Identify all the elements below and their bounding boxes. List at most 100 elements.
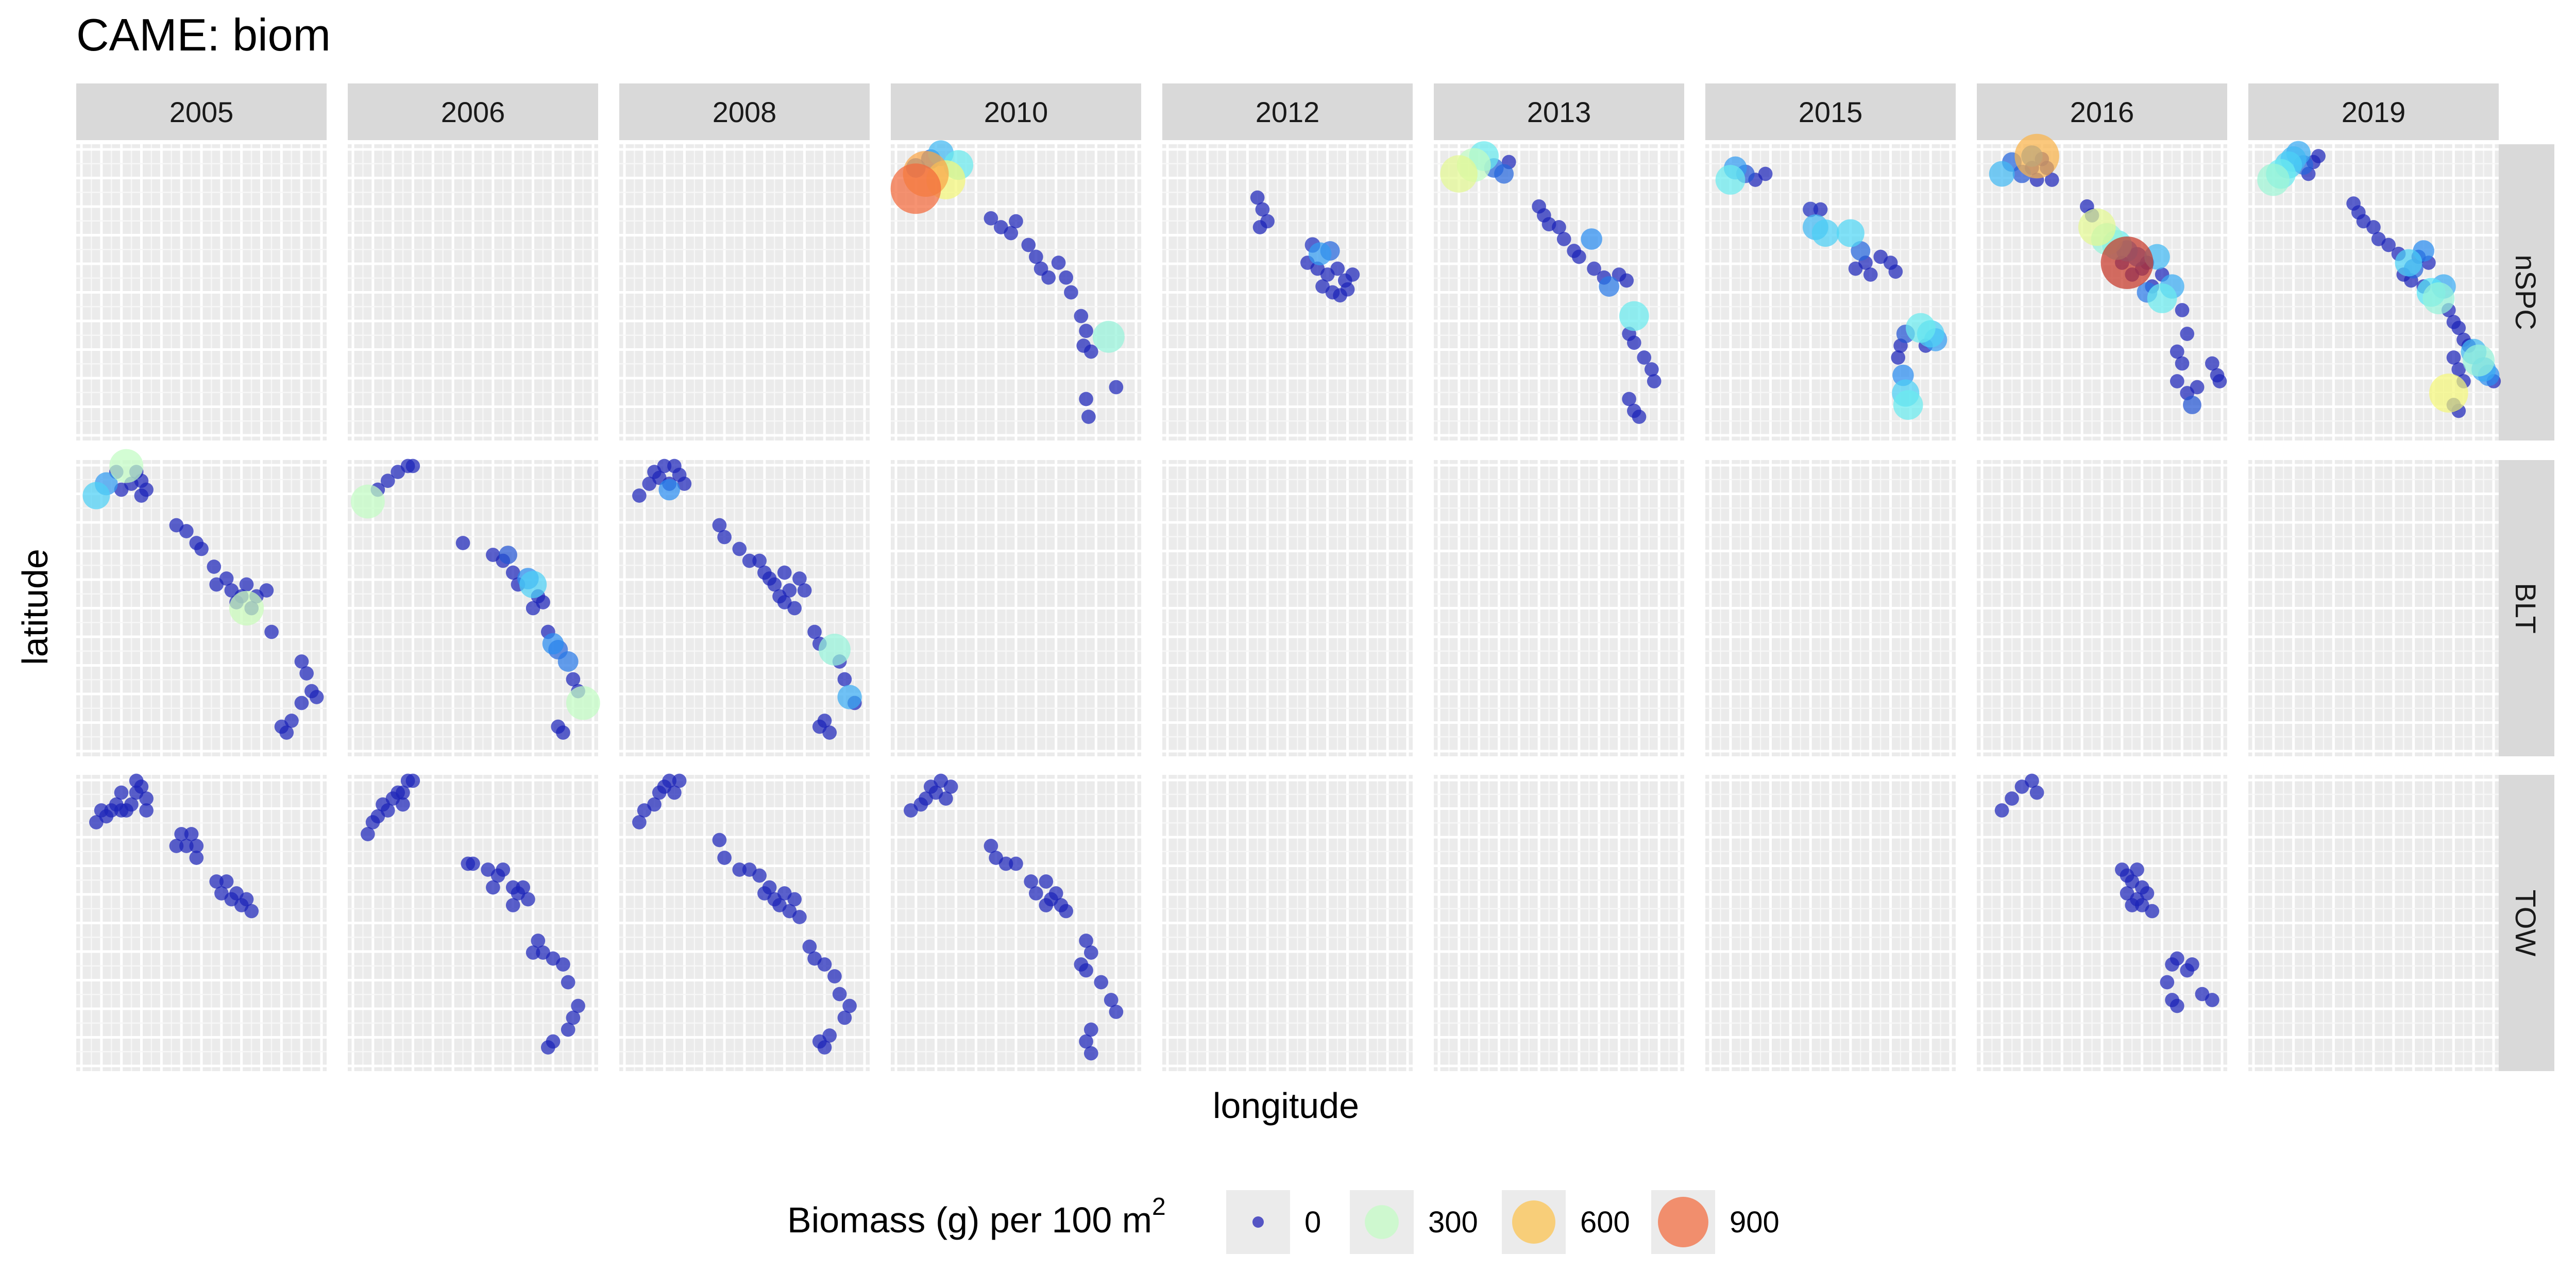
column-strip-label: 2005: [170, 96, 234, 128]
data-point: [797, 583, 812, 598]
data-point: [2183, 396, 2201, 414]
data-point: [1064, 285, 1078, 300]
data-point: [2257, 163, 2290, 196]
data-point: [405, 773, 420, 788]
data-point: [1048, 886, 1063, 901]
data-point: [1083, 1022, 1098, 1037]
data-point: [2180, 327, 2195, 341]
data-point: [2145, 904, 2160, 919]
data-point: [767, 577, 782, 592]
legend-key-swatch: [1252, 1216, 1264, 1228]
data-point: [1059, 270, 1074, 285]
data-point: [556, 725, 570, 740]
data-point: [405, 459, 420, 473]
data-point: [777, 565, 792, 580]
data-point: [557, 651, 579, 672]
data-point: [1811, 219, 1839, 247]
data-point: [82, 482, 110, 510]
data-point: [521, 892, 535, 907]
data-point: [189, 839, 204, 853]
legend-key-swatch: [1365, 1205, 1399, 1239]
data-point: [207, 560, 222, 574]
data-point: [1039, 874, 1054, 889]
data-point: [1891, 350, 1906, 365]
data-point: [1029, 249, 1043, 264]
data-point: [984, 839, 998, 853]
panel-nspc-2006: [348, 144, 598, 440]
data-point: [2212, 374, 2227, 388]
strip-background: [76, 83, 327, 140]
data-point: [807, 624, 822, 639]
data-point: [1039, 898, 1054, 912]
data-point: [189, 851, 204, 865]
legend: Biomass (g) per 100 m2 0 300 600 900: [787, 1190, 1780, 1254]
panel-blt-2015: [1705, 460, 1956, 756]
row-strip-label: BLT: [2510, 583, 2542, 634]
data-point: [712, 833, 727, 848]
data-point: [396, 785, 410, 800]
data-point: [2422, 282, 2455, 314]
data-point: [2311, 149, 2326, 163]
row-strip-blt: BLT: [2498, 460, 2554, 756]
data-point: [294, 654, 309, 669]
data-point: [2366, 220, 2381, 234]
data-point: [516, 880, 531, 895]
data-point: [566, 686, 600, 720]
column-strip-label: 2015: [1799, 96, 1863, 128]
data-point: [1109, 380, 1124, 395]
column-strip-label: 2013: [1527, 96, 1591, 128]
strip-background: [1162, 83, 1413, 140]
data-point: [1079, 934, 1093, 948]
data-point: [239, 892, 254, 907]
data-point: [1079, 324, 1093, 338]
legend-key-swatch: [1512, 1200, 1555, 1244]
data-point: [1572, 249, 1586, 264]
data-point: [571, 998, 585, 1013]
data-point: [219, 874, 234, 889]
data-point: [2205, 356, 2219, 371]
data-point: [2175, 356, 2190, 371]
data-point: [274, 719, 289, 734]
panel-nspc-2010: [890, 140, 1141, 440]
data-point: [1632, 410, 1647, 424]
facet-grid: 2005 2006 2008 2010 2012 2013 2015 2016 2019 nSPC…: [76, 83, 2554, 1071]
data-point: [1340, 282, 1355, 297]
data-point: [350, 484, 385, 519]
data-point: [561, 975, 575, 990]
data-point: [1009, 214, 1023, 229]
data-point: [519, 571, 547, 598]
data-point: [174, 827, 189, 841]
x-axis-title: longitude: [1213, 1086, 1359, 1126]
panel-tow-2008: [619, 773, 870, 1071]
data-point: [1330, 261, 1345, 276]
data-point: [542, 633, 564, 655]
panel-tow-2019: [2248, 775, 2499, 1071]
data-point: [787, 601, 802, 616]
data-point: [1888, 264, 1903, 279]
data-point: [259, 583, 274, 598]
data-point: [732, 541, 747, 556]
data-point: [632, 488, 647, 503]
legend-label: 300: [1428, 1206, 1478, 1239]
legend-label: 600: [1580, 1206, 1630, 1239]
data-point: [2100, 236, 2154, 289]
data-point: [1637, 350, 1652, 365]
panel-tow-2016: [1977, 773, 2227, 1071]
data-point: [1994, 803, 2009, 818]
data-point: [827, 969, 842, 984]
strip-background: [2498, 775, 2554, 1071]
column-strip-label: 2019: [2342, 96, 2406, 128]
data-point: [2029, 785, 2044, 800]
chart-title: CAME: biom: [76, 9, 331, 60]
data-point: [1345, 267, 1360, 282]
data-point: [1041, 270, 1056, 285]
data-point: [2130, 862, 2144, 877]
strip-background: [619, 83, 870, 140]
panel-blt-2010: [891, 460, 1141, 756]
row-strip-tow: TOW: [2498, 775, 2554, 1071]
data-point: [657, 459, 672, 473]
data-point: [1644, 362, 1659, 377]
panel-blt-2019: [2248, 460, 2499, 756]
column-strip-label: 2006: [441, 96, 505, 128]
